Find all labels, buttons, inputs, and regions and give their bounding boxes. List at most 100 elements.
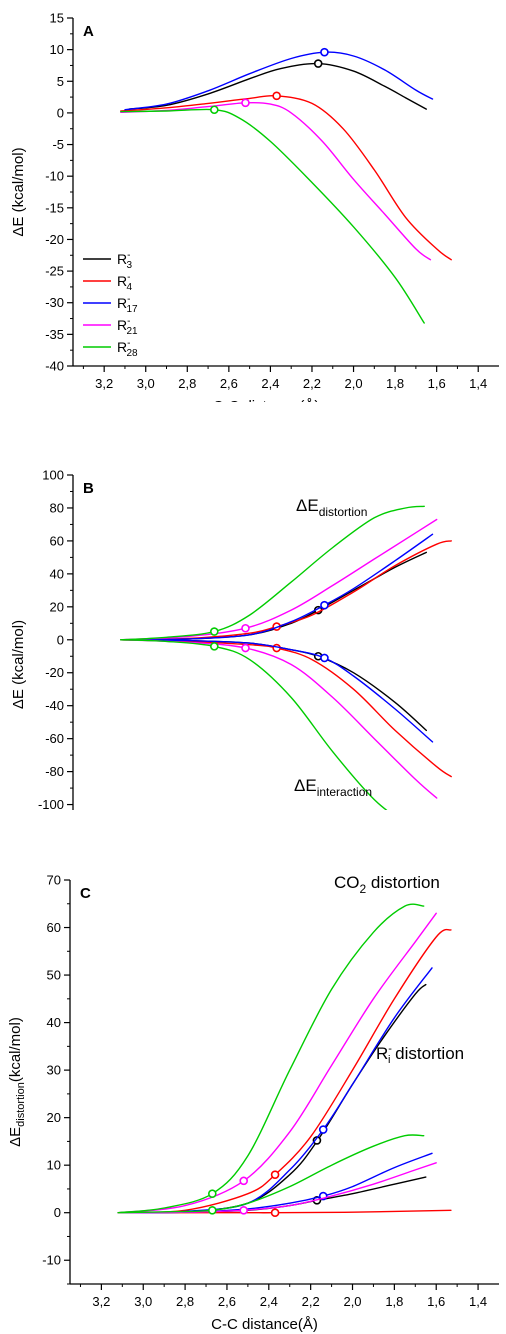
series-marker [210, 642, 219, 651]
y-tick-label: -20 [45, 665, 64, 680]
series-marker [270, 1208, 280, 1218]
y-tick-label: 5 [57, 74, 64, 89]
x-axis-title: C-C distance(Å) [213, 398, 320, 402]
series-marker [241, 623, 250, 633]
x-tick-label: 1,4 [469, 376, 487, 391]
legend-label-base: R [117, 339, 127, 355]
chart-c-svg: 3,2 3,0 2,8 2,6 2,4 2,2 2,0 1,8 1,6 1,4 70 60 50 40 30… [7, 873, 499, 1333]
y-tick-label: 40 [50, 566, 64, 581]
chart-panel-c: 3,2 3,0 2,8 2,6 2,4 2,2 2,0 1,8 1,6 1,4 70 60 50 40 30… [0, 810, 506, 1334]
annotation-base: CO [334, 873, 360, 892]
x-tick-label: 1,8 [385, 1294, 403, 1309]
legend-label-base: R [117, 251, 127, 267]
series-line [120, 639, 438, 799]
x-tick-label: 2,0 [343, 1294, 361, 1309]
legend-label-sup: - [127, 294, 130, 305]
series-line [117, 1134, 425, 1214]
x-tick-label: 3,2 [95, 376, 113, 391]
chart-panel-a: 3,2 3,0 2,8 2,6 2,4 2,2 2,0 1,8 1,6 1,4 15 10 5 0 -5 -1… [0, 0, 506, 402]
annotation-base: R [376, 1044, 388, 1063]
annotation: ΔEdistortion [296, 496, 367, 519]
x-tick-label: 1,6 [427, 1294, 445, 1309]
y-tick-label: -60 [45, 731, 64, 746]
series-marker [241, 643, 250, 653]
annotation-sub: 2 [360, 882, 367, 896]
series-line [120, 94, 452, 261]
series-line [120, 540, 452, 641]
x-axis-title: C-C distance(Å) [211, 1316, 318, 1333]
y-tick-label: 60 [50, 533, 64, 548]
x-tick-label: 2,6 [220, 376, 238, 391]
x-tick-label: 1,4 [469, 1294, 487, 1309]
y-tick-label: 0 [57, 105, 64, 120]
legend-label-sub: 4 [126, 282, 132, 293]
y-tick-label: -40 [45, 359, 64, 374]
series-line [120, 108, 425, 324]
series-marker [208, 1206, 217, 1215]
x-tick-label: 2,8 [178, 376, 196, 391]
y-tick-label: 30 [47, 1063, 61, 1078]
series-line [124, 639, 434, 743]
y-tick-label: -15 [45, 200, 64, 215]
series-marker [313, 59, 323, 68]
y-tick-label: 10 [50, 42, 64, 57]
x-tick-label: 2,0 [344, 376, 362, 391]
series-marker [270, 1170, 280, 1179]
panel-label: A [83, 23, 94, 40]
series-line [117, 903, 425, 1214]
y-tick-label: 10 [47, 1158, 61, 1173]
x-tick-label: 3,2 [92, 1294, 110, 1309]
y-tick-label: -40 [45, 698, 64, 713]
x-tick-label: 2,6 [218, 1294, 236, 1309]
legend-label-sup: - [127, 338, 130, 349]
legend-label: R-3 [117, 250, 132, 271]
y-tick-label: 0 [54, 1205, 61, 1220]
x-tick-label: 1,6 [428, 376, 446, 391]
y-tick-label: 15 [50, 11, 64, 26]
x-tick-label: 2,8 [176, 1294, 194, 1309]
legend-label-sub: 21 [126, 326, 138, 337]
series-line [128, 62, 427, 110]
legend-label-base: R [117, 317, 127, 333]
y-tick-label: 50 [47, 968, 61, 983]
series-marker [241, 98, 250, 108]
annotation: R-i distortion [376, 1043, 464, 1066]
series-marker [320, 600, 329, 610]
legend-label-sup: - [127, 316, 130, 327]
annotation-base: ΔE [296, 496, 319, 515]
y-tick-label: -10 [42, 1253, 61, 1268]
series-line [120, 505, 425, 641]
y-tick-label: 70 [47, 873, 61, 888]
y-axis-title: ΔE (kcal/mol) [10, 147, 27, 236]
y-tick-label: 80 [50, 500, 64, 515]
y-tick-label: 0 [57, 632, 64, 647]
x-tick-label: 2,2 [302, 1294, 320, 1309]
x-tick-label: 2,4 [260, 1294, 278, 1309]
legend-label-sup: - [127, 272, 130, 283]
y-tick-label: -10 [45, 169, 64, 184]
series-marker [320, 653, 329, 663]
y-tick-label: -20 [45, 232, 64, 247]
y-tick-label: 60 [47, 920, 61, 935]
chart-a-svg: 3,2 3,0 2,8 2,6 2,4 2,2 2,0 1,8 1,6 1,4151050-5-1… [10, 11, 499, 402]
legend-label: R-21 [117, 316, 138, 337]
y-tick-label: -100 [38, 797, 64, 810]
chart-b-svg: 3,23,02,82,62,42,22,01,81,61,41008060402… [10, 468, 452, 810]
y-tick-label: -30 [45, 295, 64, 310]
x-tick-label: 1,8 [386, 376, 404, 391]
y-tick-label: -5 [52, 137, 64, 152]
annotation-tail: distortion [390, 1044, 464, 1063]
x-tick-label: 2,4 [261, 376, 279, 391]
chart-panel-b: 3,23,02,82,62,42,22,01,81,61,41008060402… [0, 402, 506, 810]
legend-label: R-4 [117, 272, 132, 293]
annotation: CO2 distortion [334, 873, 440, 896]
series-line [124, 533, 434, 641]
y-axis-title: ΔE (kcal/mol) [10, 620, 27, 709]
annotation-base: ΔE [294, 776, 317, 795]
series-marker [210, 627, 219, 636]
annotation-tail: distortion [366, 873, 440, 892]
y-tick-label: 100 [42, 468, 64, 483]
y-tick-label: -35 [45, 327, 64, 342]
legend-label-sub: 28 [126, 348, 138, 359]
series-marker [210, 105, 219, 115]
